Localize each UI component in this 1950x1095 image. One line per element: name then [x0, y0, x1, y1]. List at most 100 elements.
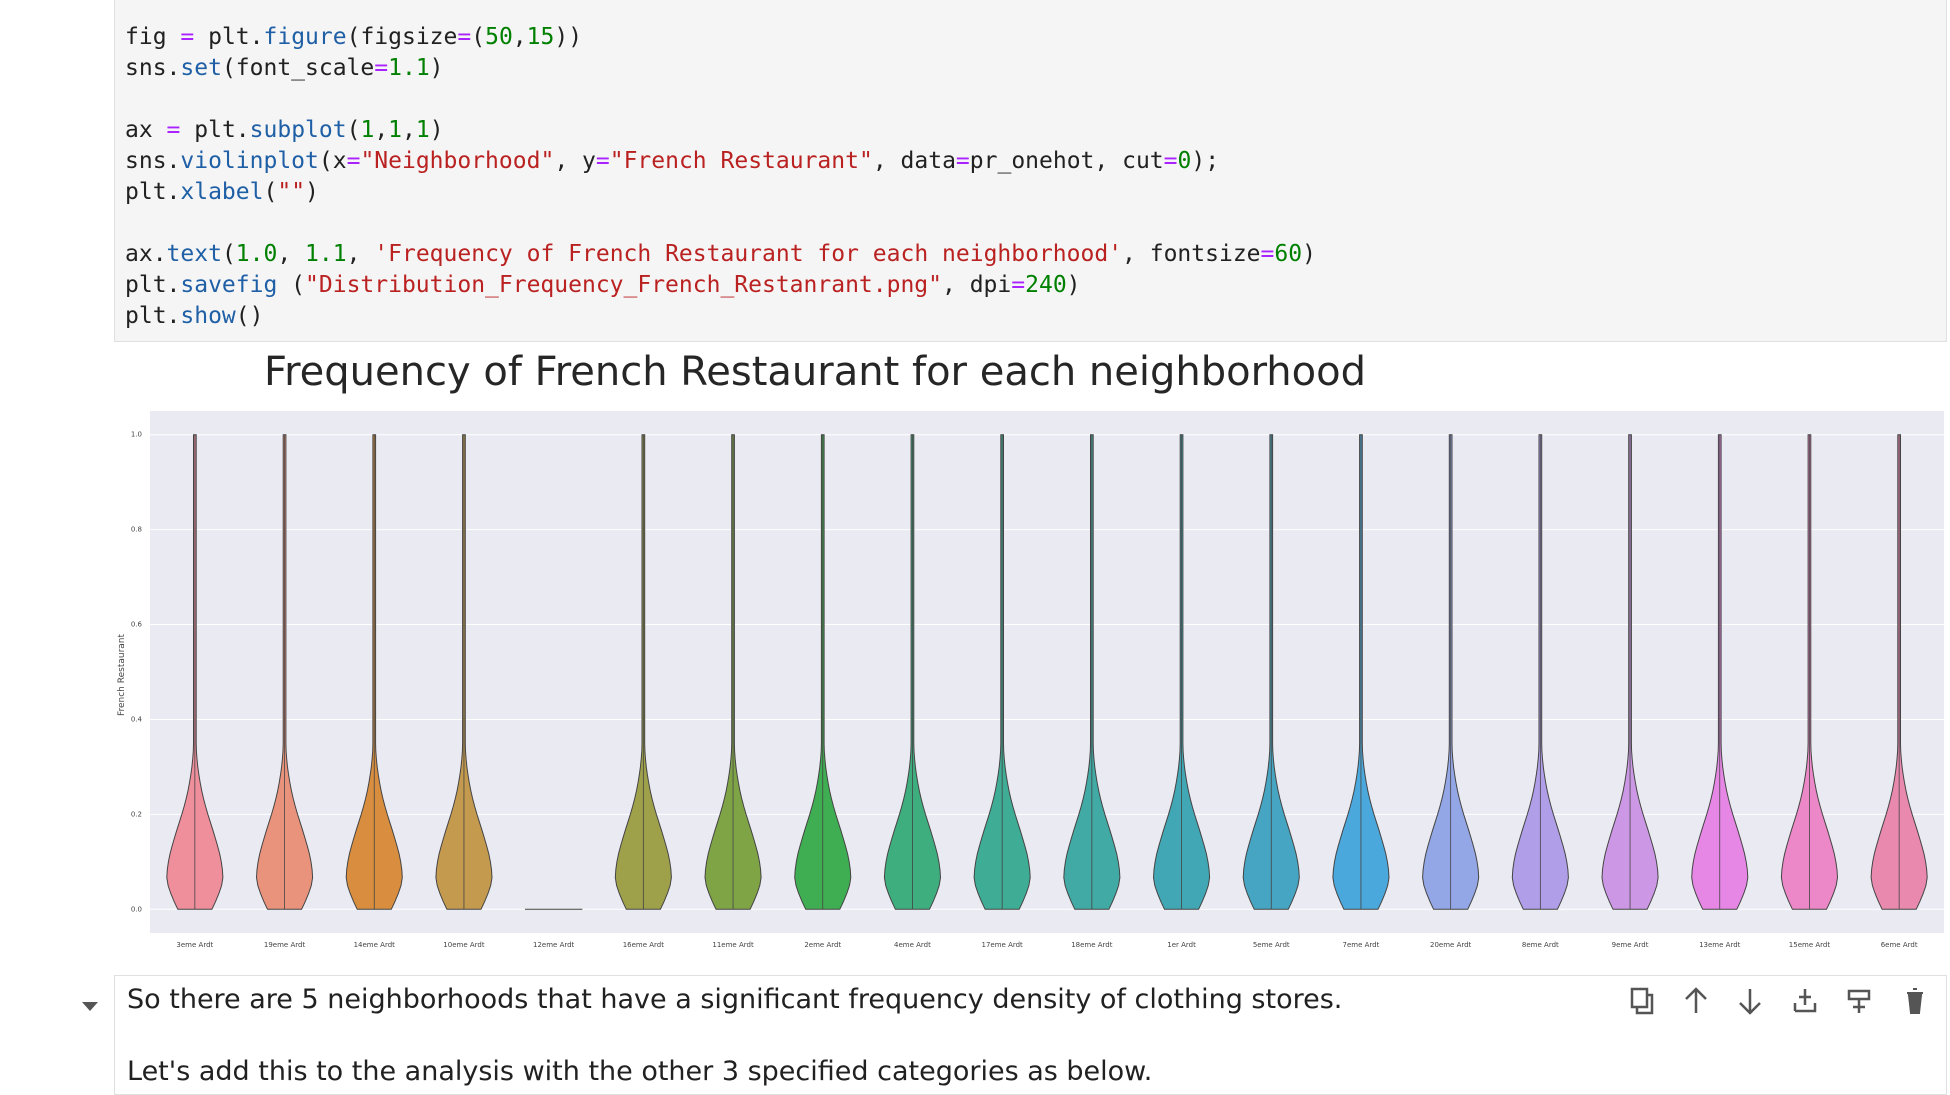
y-tick-label: 0.2 [131, 810, 142, 818]
x-tick-label: 13eme Ardt [1699, 941, 1741, 949]
code-token: ax [125, 117, 167, 143]
code-token: sns. [125, 148, 181, 174]
x-tick-label: 3eme Ardt [176, 941, 213, 949]
x-tick-label: 20eme Ardt [1430, 941, 1472, 949]
code-token: , [512, 24, 527, 50]
delete-icon[interactable] [1907, 988, 1923, 1014]
plot-area [150, 411, 1944, 933]
code-token: 240 [1025, 272, 1067, 298]
code-line: sns.violinplot(x="Neighborhood", y="Fren… [125, 146, 1316, 177]
code-token: ) [305, 179, 319, 205]
y-tick-label: 0.8 [131, 526, 142, 534]
code-token: = [1163, 148, 1178, 174]
code-token: = [166, 117, 181, 143]
insert-below-icon[interactable] [1793, 989, 1817, 1013]
code-token: , data [872, 148, 956, 174]
x-tick-label: 10eme Ardt [443, 941, 485, 949]
code-token: 1 [415, 117, 430, 143]
x-tick-label: 16eme Ardt [623, 941, 665, 949]
code-token: , [277, 241, 306, 267]
x-tick-label: 14eme Ardt [354, 941, 396, 949]
code-line [125, 208, 1316, 239]
y-tick-label: 1.0 [131, 431, 142, 439]
copy-icon[interactable] [1630, 987, 1654, 1015]
move-down-icon[interactable] [1739, 989, 1761, 1015]
x-tick-label: 11eme Ardt [712, 941, 754, 949]
code-token: (x [318, 148, 347, 174]
code-token: ) [1302, 241, 1316, 267]
y-tick-label: 0.0 [131, 905, 142, 913]
x-tick-label: 17eme Ardt [982, 941, 1024, 949]
code-token: (font_scale [221, 55, 375, 81]
y-axis-label: French Restaurant [117, 634, 127, 717]
code-token: savefig [180, 272, 278, 298]
code-token: () [235, 303, 264, 329]
code-line: ax = plt.subplot(1,1,1) [125, 115, 1316, 146]
code-token: = [374, 55, 389, 81]
code-token: ) [1066, 272, 1081, 298]
chart-title: Frequency of French Restaurant for each … [264, 349, 1366, 395]
x-tick-label: 12eme Ardt [533, 941, 575, 949]
move-up-icon[interactable] [1685, 987, 1707, 1013]
code-cell[interactable]: fig = plt.figure(figsize=(50,15)) sns.set… [114, 0, 1947, 342]
code-token: plt. [125, 179, 181, 205]
code-token: 60 [1274, 241, 1303, 267]
code-token: 1.1 [388, 55, 430, 81]
code-token: )) [554, 24, 583, 50]
code-token: , dpi [942, 272, 1012, 298]
code-token: plt. [194, 24, 264, 50]
insert-above-icon[interactable] [1847, 989, 1871, 1013]
y-tick-label: 0.6 [131, 621, 143, 629]
code-token: "Distribution_Frequency_French_Restanran… [305, 272, 943, 298]
chart: Frequency of French Restaurant for each … [117, 349, 1944, 949]
code-token: show [180, 303, 236, 329]
x-tick-label: 15eme Ardt [1789, 941, 1831, 949]
notebook-page: fig = plt.figure(figsize=(50,15)) sns.set… [82, 0, 1947, 1095]
code-token: plt. [180, 117, 250, 143]
code-token: figure [263, 24, 347, 50]
code-token: ax. [125, 241, 167, 267]
code-token: 1 [360, 117, 375, 143]
code-token: xlabel [180, 179, 264, 205]
code-token: (figsize [346, 24, 458, 50]
code-token: , y [554, 148, 596, 174]
code-line: ax.text(1.0, 1.1, 'Frequency of French R… [125, 239, 1316, 270]
code-token: 50 [485, 24, 513, 50]
code-token: , [374, 117, 389, 143]
code-token: 0 [1177, 148, 1192, 174]
x-tick-label: 4eme Ardt [894, 941, 931, 949]
code-token: 1.1 [305, 241, 347, 267]
x-tick-label: 19eme Ardt [264, 941, 306, 949]
code-line: sns.set(font_scale=1.1) [125, 53, 1316, 84]
y-tick-label: 0.4 [131, 715, 143, 723]
code-line [125, 84, 1316, 115]
code-token: plt. [125, 272, 181, 298]
x-tick-label: 1er Ardt [1167, 941, 1196, 949]
code-token: ( [346, 117, 361, 143]
code-token: pr_onehot, cut [969, 148, 1164, 174]
code-token: , [346, 241, 375, 267]
code-token: ( [277, 272, 306, 298]
code-line: plt.xlabel("") [125, 177, 1316, 208]
x-tick-label: 18eme Ardt [1071, 941, 1113, 949]
code-token: fig [125, 24, 181, 50]
code-token: 15 [526, 24, 555, 50]
code-token: ); [1191, 148, 1220, 174]
x-tick-label: 9eme Ardt [1612, 941, 1649, 949]
code-token: = [1011, 272, 1026, 298]
code-token: set [180, 55, 222, 81]
collapse-arrow[interactable] [82, 1002, 98, 1011]
paragraph: So there are 5 neighborhoods that have a… [127, 984, 1343, 1015]
code-token: = [180, 24, 195, 50]
code-token: , fontsize [1122, 241, 1261, 267]
code-token: = [595, 148, 610, 174]
x-tick-label: 6eme Ardt [1881, 941, 1918, 949]
code-token: "Neighborhood" [360, 148, 555, 174]
code-token: ( [221, 241, 236, 267]
code-token: ( [471, 24, 486, 50]
code-token: = [1260, 241, 1275, 267]
x-tick-label: 7eme Ardt [1343, 941, 1380, 949]
code-editor: fig = plt.figure(figsize=(50,15)) sns.set… [125, 22, 1316, 332]
code-token: violinplot [180, 148, 319, 174]
code-token: ( [263, 179, 278, 205]
